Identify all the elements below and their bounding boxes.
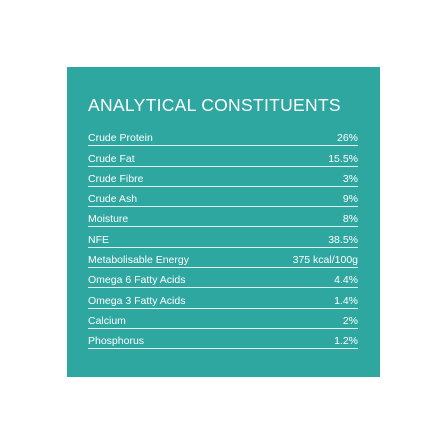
constituent-value: 15.5%	[328, 152, 358, 165]
constituent-value: 3%	[342, 172, 358, 185]
constituent-label: Crude Ash	[88, 193, 138, 206]
constituent-label: Omega 3 Fatty Acids	[88, 294, 186, 307]
constituent-row-phosphorus: Phosphorus 1.2%	[88, 329, 358, 350]
constituent-label: Omega 6 Fatty Acids	[88, 274, 186, 287]
constituent-value: 9%	[342, 193, 358, 206]
constituent-row-crude-fat: Crude Fat 15.5%	[88, 146, 358, 167]
constituent-label: Crude Fibre	[88, 172, 144, 185]
constituent-value: 1.4%	[334, 294, 358, 307]
constituent-value: 8%	[342, 213, 358, 226]
constituent-label: Metabolisable Energy	[88, 254, 189, 267]
constituent-row-calcium: Calcium 2%	[88, 309, 358, 329]
constituent-row-crude-protein: Crude Protein 26%	[88, 126, 358, 147]
constituent-row-crude-fibre: Crude Fibre 3%	[88, 167, 358, 187]
constituent-row-moisture: Moisture 8%	[88, 207, 358, 228]
constituent-value: 375 kcal/100g	[292, 254, 358, 267]
analytical-constituents-panel: ANALYTICAL CONSTITUENTS Crude Protein 26…	[67, 67, 380, 377]
constituent-label: NFE	[88, 233, 109, 246]
constituent-value: 26%	[336, 132, 358, 145]
constituent-label: Phosphorus	[88, 335, 145, 348]
constituent-row-nfe: NFE 38.5%	[88, 227, 358, 248]
constituent-row-crude-ash: Crude Ash 9%	[88, 187, 358, 208]
constituent-label: Crude Protein	[88, 132, 153, 145]
constituent-value: 1.2%	[334, 335, 358, 348]
constituent-row-metabolisable-energy: Metabolisable Energy 375 kcal/100g	[88, 248, 358, 269]
constituent-label: Crude Fat	[88, 152, 135, 165]
constituent-value: 4.4%	[334, 274, 358, 287]
constituent-label: Calcium	[88, 314, 126, 327]
constituent-value: 2%	[342, 314, 358, 327]
constituents-list: Crude Protein 26% Crude Fat 15.5% Crude …	[88, 126, 358, 350]
constituent-row-omega-3: Omega 3 Fatty Acids 1.4%	[88, 288, 358, 309]
constituent-row-omega-6: Omega 6 Fatty Acids 4.4%	[88, 268, 358, 289]
panel-title: ANALYTICAL CONSTITUENTS	[88, 95, 341, 115]
constituent-value: 38.5%	[328, 233, 358, 246]
constituent-label: Moisture	[88, 213, 129, 226]
